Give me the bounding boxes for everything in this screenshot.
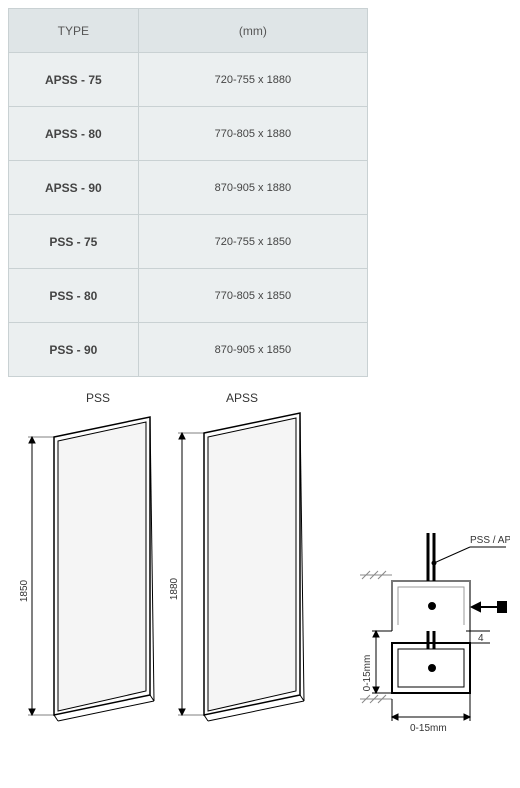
profile-v-adjust: 0-15mm: [362, 655, 373, 692]
table-row: APSS - 90 870-905 x 1880: [9, 161, 368, 215]
cell-type: PSS - 90: [9, 323, 139, 377]
cell-type: PSS - 80: [9, 269, 139, 323]
label-pss: PSS: [86, 391, 110, 405]
header-type: TYPE: [9, 9, 139, 53]
cell-type: APSS - 90: [9, 161, 139, 215]
label-apss: APSS: [226, 391, 258, 405]
cell-type: APSS - 80: [9, 107, 139, 161]
cell-dim: 720-755 x 1850: [138, 215, 367, 269]
profile-callout: PSS / APSS: [470, 535, 510, 546]
cell-dim: 770-805 x 1880: [138, 107, 367, 161]
table-header-row: TYPE (mm): [9, 9, 368, 53]
cell-dim: 720-755 x 1880: [138, 53, 367, 107]
diagrams-area: PSS APSS 1850: [8, 391, 512, 761]
table-row: APSS - 80 770-805 x 1880: [9, 107, 368, 161]
table-row: PSS - 80 770-805 x 1850: [9, 269, 368, 323]
pss-panel-diagram: 1850: [18, 411, 168, 741]
apss-height-value: 1880: [169, 577, 180, 600]
apss-panel-diagram: 1880: [168, 411, 318, 741]
cell-dim: 770-805 x 1850: [138, 269, 367, 323]
cell-type: PSS - 75: [9, 215, 139, 269]
profile-cross-section: PSS / APSS 4 0-15mm: [320, 503, 510, 743]
table-row: APSS - 75 720-755 x 1880: [9, 53, 368, 107]
cell-dim: 870-905 x 1850: [138, 323, 367, 377]
cell-dim: 870-905 x 1880: [138, 161, 367, 215]
table-row: PSS - 75 720-755 x 1850: [9, 215, 368, 269]
header-dim: (mm): [138, 9, 367, 53]
pss-height-value: 1850: [19, 579, 30, 602]
profile-h-adjust: 0-15mm: [410, 723, 447, 734]
table-row: PSS - 90 870-905 x 1850: [9, 323, 368, 377]
profile-gap-value: 4: [478, 633, 484, 644]
cell-type: APSS - 75: [9, 53, 139, 107]
spec-table: TYPE (mm) APSS - 75 720-755 x 1880 APSS …: [8, 8, 368, 377]
